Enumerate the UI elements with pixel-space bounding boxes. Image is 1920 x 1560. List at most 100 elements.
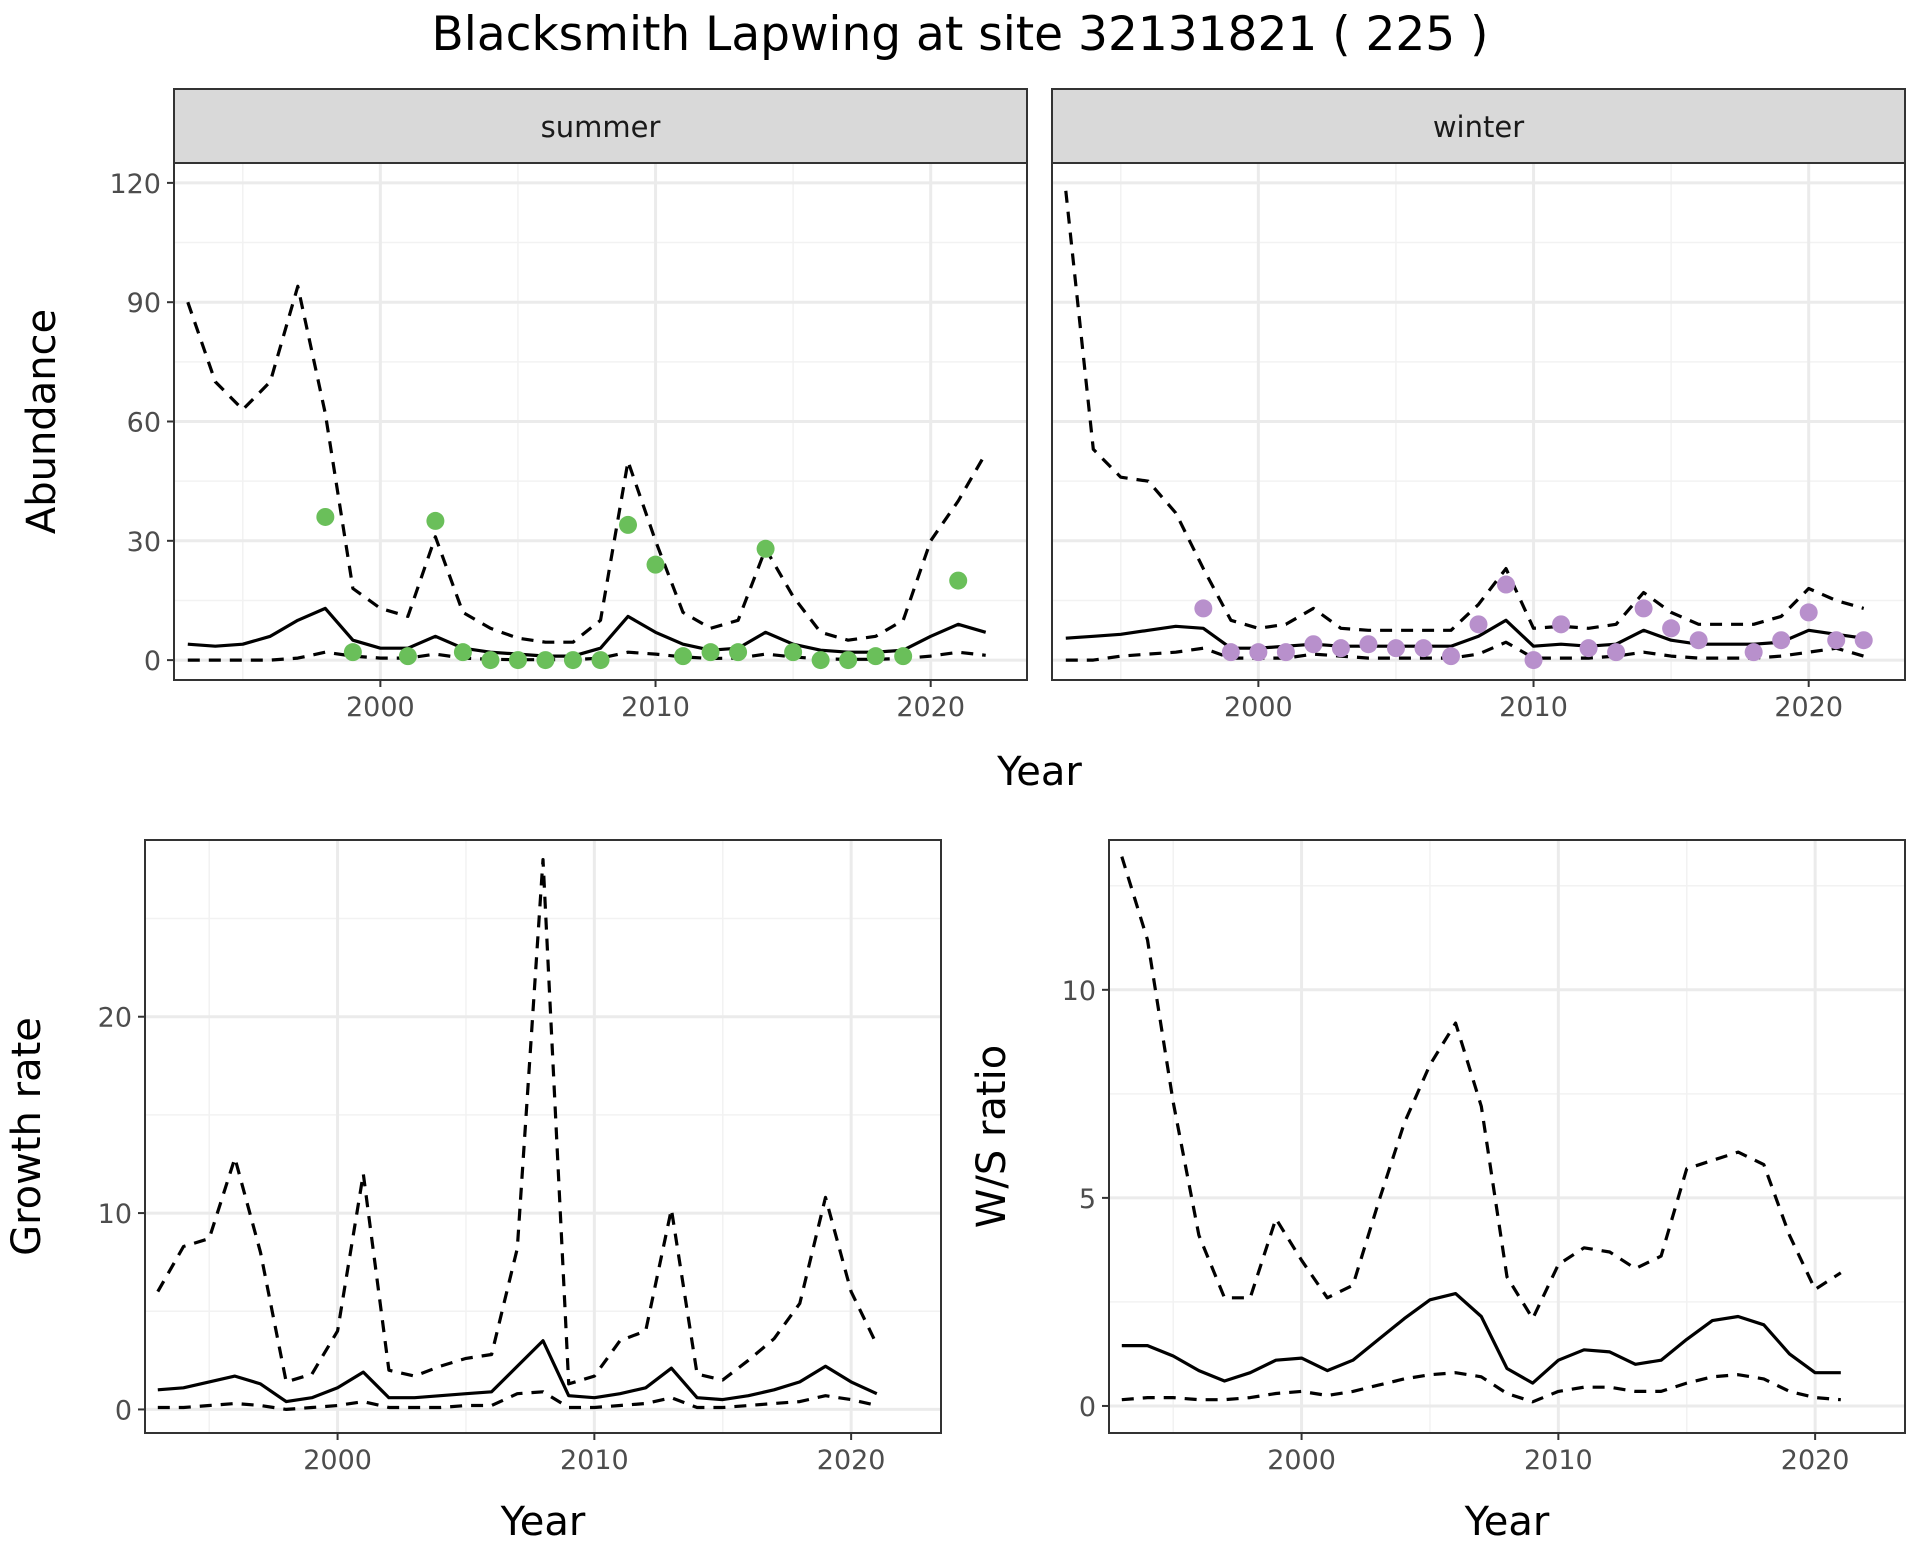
winter-observed-point xyxy=(1414,639,1433,658)
chart-title: Blacksmith Lapwing at site 32131821 ( 22… xyxy=(432,7,1489,62)
summer-x-tick-label: 2020 xyxy=(896,692,965,723)
summer-y-tick-label: 90 xyxy=(127,288,161,319)
summer-y-tick-label: 30 xyxy=(127,527,161,558)
summer-observed-point xyxy=(839,651,858,670)
growth-panel: 2000 2010 2020 0 10 20 xyxy=(98,839,942,1476)
growth-mean-line xyxy=(157,1339,878,1404)
summer-y-tick-label: 0 xyxy=(144,646,161,677)
summer-y-tick-label: 120 xyxy=(109,169,161,200)
winter-observed-point xyxy=(1827,631,1846,650)
summer-observed-point xyxy=(343,643,362,662)
winter-observed-point xyxy=(1799,603,1818,622)
summer-observed-point xyxy=(949,571,968,590)
winter-observed-point xyxy=(1249,643,1268,662)
summer-observed-point xyxy=(536,651,555,670)
ratio-mean-line xyxy=(1121,1291,1841,1385)
winter-observed-point xyxy=(1441,647,1460,666)
winter-upper-bound-line xyxy=(1064,190,1865,632)
ratio-lower-bound-line xyxy=(1121,1371,1841,1404)
winter-observed-point xyxy=(1772,631,1791,650)
summer-observed-point xyxy=(398,647,417,666)
summer-observed-point xyxy=(426,511,445,530)
abundance-y-axis-title: Abundance xyxy=(19,309,65,534)
ratio-x-axis-title: Year xyxy=(1464,1499,1550,1545)
growth-y-tick-label: 20 xyxy=(98,1003,132,1034)
summer-observed-point xyxy=(866,647,885,666)
winter-observed-point xyxy=(1194,599,1213,618)
winter-observed-point xyxy=(1276,643,1295,662)
growth-y-tick-label: 10 xyxy=(98,1199,132,1230)
growth-lower-bound-line xyxy=(157,1390,878,1412)
winter-observed-point xyxy=(1386,639,1405,658)
winter-observed-point xyxy=(1854,631,1873,650)
winter-strip-label: winter xyxy=(1433,110,1524,144)
summer-strip-label: summer xyxy=(541,110,661,144)
winter-x-tick-label: 2020 xyxy=(1774,692,1843,723)
winter-lower-bound-line xyxy=(1065,640,1865,662)
winter-observed-point xyxy=(1469,615,1488,634)
summer-observed-point xyxy=(784,643,803,662)
summer-observed-point xyxy=(563,651,582,670)
growth-y-axis-title: Growth rate xyxy=(4,1017,50,1256)
summer-observed-point xyxy=(811,651,830,670)
summer-observed-point xyxy=(316,507,335,526)
ratio-y-tick-label: 5 xyxy=(1079,1184,1096,1215)
growth-x-tick-label: 2010 xyxy=(560,1445,629,1476)
winter-observed-point xyxy=(1744,643,1763,662)
summer-observed-point xyxy=(591,651,610,670)
summer-panel: 2000 2010 2020 0 30 60 90 120 summer xyxy=(109,88,1028,723)
growth-x-axis-title: Year xyxy=(500,1499,586,1545)
summer-observed-point xyxy=(481,651,500,670)
winter-mean-line xyxy=(1065,618,1864,650)
growth-x-tick-label: 2020 xyxy=(817,1445,886,1476)
summer-observed-point xyxy=(729,643,748,662)
winter-observed-point xyxy=(1579,639,1598,658)
growth-panel-border xyxy=(144,839,942,1434)
summer-observed-point xyxy=(453,643,472,662)
winter-observed-point xyxy=(1607,643,1626,662)
ratio-upper-bound-line xyxy=(1120,856,1842,1321)
summer-mean-line xyxy=(187,606,987,658)
summer-observed-point xyxy=(674,647,693,666)
winter-observed-point xyxy=(1359,635,1378,654)
winter-panel: 2000 2010 2020 winter xyxy=(1051,88,1906,723)
summer-observed-point xyxy=(701,643,720,662)
winter-strip xyxy=(1051,88,1906,164)
winter-observed-point xyxy=(1634,599,1653,618)
summer-observed-point xyxy=(756,539,775,558)
ratio-panel-background xyxy=(1109,840,1905,1433)
ratio-x-tick-label: 2020 xyxy=(1781,1445,1850,1476)
abundance-x-axis-title: Year xyxy=(996,749,1082,795)
winter-observed-point xyxy=(1221,643,1240,662)
winter-observed-point xyxy=(1689,631,1708,650)
ratio-x-tick-label: 2010 xyxy=(1524,1445,1593,1476)
growth-upper-bound-line xyxy=(156,857,879,1386)
ratio-y-tick-label: 0 xyxy=(1079,1392,1096,1423)
ratio-x-tick-label: 2000 xyxy=(1267,1445,1336,1476)
winter-observed-point xyxy=(1497,575,1516,594)
summer-x-tick-label: 2000 xyxy=(346,692,415,723)
winter-observed-point xyxy=(1331,639,1350,658)
growth-y-tick-label: 0 xyxy=(115,1395,132,1426)
summer-y-tick-label: 60 xyxy=(127,408,161,439)
winter-observed-point xyxy=(1552,615,1571,634)
summer-observed-point xyxy=(646,555,665,574)
growth-x-tick-label: 2000 xyxy=(303,1445,372,1476)
summer-observed-point xyxy=(619,515,638,534)
ratio-y-tick-label: 10 xyxy=(1062,976,1096,1007)
winter-x-tick-label: 2000 xyxy=(1224,692,1293,723)
summer-observed-point xyxy=(508,651,527,670)
summer-observed-point xyxy=(894,647,913,666)
winter-x-tick-label: 2010 xyxy=(1499,692,1568,723)
ratio-y-axis-title: W/S ratio xyxy=(969,1045,1015,1228)
summer-upper-bound-line xyxy=(186,284,988,644)
winter-observed-point xyxy=(1524,651,1543,670)
winter-observed-point xyxy=(1662,619,1681,638)
ratio-panel-border xyxy=(1108,839,1906,1434)
winter-observed-point xyxy=(1304,635,1323,654)
summer-lower-bound-line xyxy=(187,650,986,662)
ratio-panel: 2000 2010 2020 0 5 10 xyxy=(1062,839,1906,1476)
summer-x-tick-label: 2010 xyxy=(621,692,690,723)
summer-strip xyxy=(173,88,1028,164)
